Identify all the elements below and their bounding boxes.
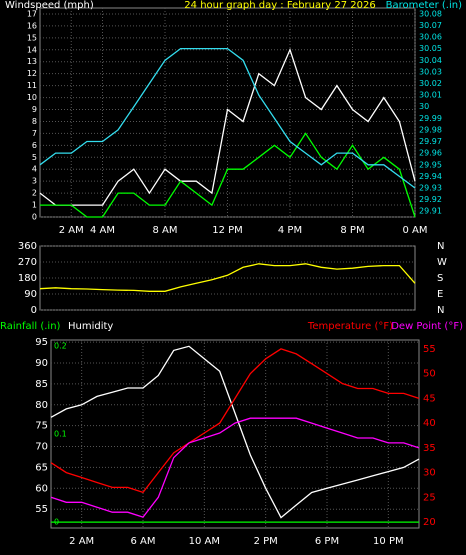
y-tick-label: 1 bbox=[32, 201, 37, 210]
y-tick-label: 90 bbox=[35, 358, 48, 369]
series-line bbox=[50, 348, 420, 494]
y2-tick-label: 30.07 bbox=[419, 21, 442, 30]
x-tick-label: 4 AM bbox=[90, 225, 115, 236]
y-tick-label: 14 bbox=[27, 45, 37, 54]
y2-tick-label: 45 bbox=[423, 393, 436, 404]
y2-tick-label: 30 bbox=[423, 468, 436, 479]
y-tick-label: 7 bbox=[32, 129, 37, 138]
y2-tick-label: 20 bbox=[423, 517, 436, 528]
y-tick-label: 4 bbox=[32, 165, 37, 174]
y-tick-label: 12 bbox=[27, 69, 37, 78]
y2-tick-label: 29.97 bbox=[419, 137, 442, 146]
y2-tick-label: 30.01 bbox=[419, 91, 442, 100]
x-tick-label: 2 AM bbox=[69, 536, 94, 547]
x-tick-label: 0 AM bbox=[402, 225, 427, 236]
y2-tick-label: 35 bbox=[423, 443, 436, 454]
x-tick-label: 10 AM bbox=[189, 536, 220, 547]
y2-tick-label: W bbox=[437, 257, 447, 268]
y2-tick-label: 29.92 bbox=[419, 195, 442, 204]
x-tick-label: 6 AM bbox=[130, 536, 155, 547]
x-tick-label: 12 PM bbox=[212, 225, 243, 236]
x-tick-label: 8 PM bbox=[340, 225, 364, 236]
y-tick-label: 0 bbox=[31, 305, 37, 316]
y-tick-label: 3 bbox=[32, 177, 37, 186]
y-tick-label: 80 bbox=[35, 400, 48, 411]
title: 24 hour graph day : February 27 2026 bbox=[184, 0, 375, 11]
y-tick-label: 16 bbox=[27, 21, 37, 30]
y2-tick-label: 30.08 bbox=[419, 9, 442, 18]
y2-tick-label: 30.04 bbox=[419, 56, 442, 65]
plot-frame bbox=[50, 339, 420, 529]
series-line bbox=[50, 417, 420, 518]
y2-tick-label: 29.91 bbox=[419, 207, 442, 216]
y-tick-label: 360 bbox=[18, 241, 37, 252]
x-tick-label: 2 AM bbox=[59, 225, 84, 236]
series-line bbox=[39, 47, 416, 189]
y2-tick-label: E bbox=[437, 289, 443, 300]
y-tick-label: 17 bbox=[27, 9, 37, 18]
y2-tick-label: 40 bbox=[423, 418, 436, 429]
y2-tick-label: 29.94 bbox=[419, 172, 442, 181]
y2-tick-label: 50 bbox=[423, 369, 436, 380]
y-tick-label: 55 bbox=[35, 504, 48, 515]
y-tick-label: 9 bbox=[32, 105, 37, 114]
x-tick-label: 6 PM bbox=[315, 536, 339, 547]
series-line bbox=[39, 263, 416, 292]
y-tick-label: 11 bbox=[27, 81, 37, 90]
y-tick-label: 65 bbox=[35, 462, 48, 473]
y2-tick-label: 29.95 bbox=[419, 160, 442, 169]
y2-tick-label: 29.99 bbox=[419, 114, 442, 123]
y-tick-label: 95 bbox=[35, 337, 48, 348]
y-tick-label: 180 bbox=[18, 273, 37, 284]
y2-label: Temperature (°F) bbox=[307, 321, 393, 332]
x-tick-label: 10 PM bbox=[373, 536, 404, 547]
rain-label: Rainfall (.in) bbox=[0, 321, 61, 332]
y2-tick-label: 29.96 bbox=[419, 149, 442, 158]
y-tick-label: 10 bbox=[27, 93, 37, 102]
y-tick-label: 85 bbox=[35, 379, 48, 390]
y-tick-label: 90 bbox=[24, 289, 37, 300]
y2-tick-label: N bbox=[437, 241, 444, 252]
x-tick-label: 4 PM bbox=[278, 225, 302, 236]
y2-tick-label: 30.03 bbox=[419, 67, 442, 76]
y-tick-label: 0 bbox=[32, 213, 37, 222]
y2-tick-label: N bbox=[437, 305, 444, 316]
y-label: Windspeed (mph) bbox=[5, 0, 94, 11]
series-line bbox=[40, 132, 416, 218]
y2-label: Barometer (.in) bbox=[386, 0, 462, 11]
rain-tick-label: 0.1 bbox=[54, 430, 67, 439]
rain-tick-label: 0.2 bbox=[54, 341, 67, 350]
y2-tick-label: 55 bbox=[423, 344, 436, 355]
y2-tick-label: 25 bbox=[423, 492, 436, 503]
x-tick-label: 8 AM bbox=[152, 225, 177, 236]
y-tick-label: 8 bbox=[32, 117, 37, 126]
y2-tick-label: 29.93 bbox=[419, 183, 442, 192]
y-tick-label: 13 bbox=[27, 57, 37, 66]
y-tick-label: 75 bbox=[35, 421, 48, 432]
y2-tick-label: 30.05 bbox=[419, 44, 442, 53]
y-tick-label: 5 bbox=[32, 153, 37, 162]
y2-tick-label: S bbox=[437, 273, 443, 284]
y-tick-label: 15 bbox=[27, 33, 37, 42]
y-label: Humidity bbox=[68, 321, 113, 332]
y2-tick-label: 30.02 bbox=[419, 79, 442, 88]
y2-tick-label: 30 bbox=[419, 102, 429, 111]
y-tick-label: 270 bbox=[18, 257, 37, 268]
y2-tick-label: 29.98 bbox=[419, 125, 442, 134]
y-tick-label: 6 bbox=[32, 141, 37, 150]
series-line bbox=[50, 345, 420, 519]
series-line bbox=[39, 47, 416, 206]
y-tick-label: 70 bbox=[35, 442, 48, 453]
x-tick-label: 2 PM bbox=[254, 536, 278, 547]
y2-tick-label: 30.06 bbox=[419, 33, 442, 42]
y-tick-label: 60 bbox=[35, 483, 48, 494]
y-tick-label: 2 bbox=[32, 189, 37, 198]
dew-label: Dew Point (°F) bbox=[391, 321, 463, 332]
